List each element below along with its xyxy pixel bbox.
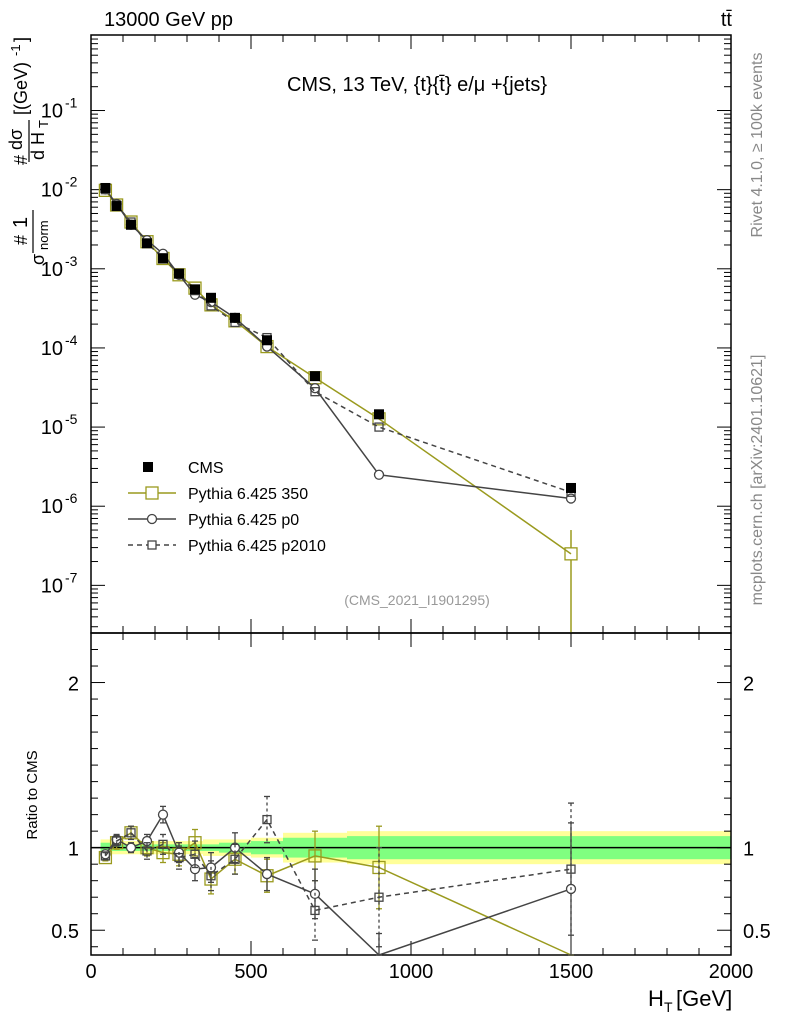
y-axis-label-units: [(GeV) [11, 62, 31, 115]
y-tick-label: 10 [41, 259, 63, 281]
x-tick-label: 1500 [549, 961, 594, 983]
x-tick-label: 2000 [709, 961, 754, 983]
ratio-tick-label: 1 [68, 839, 79, 861]
ratio-frame [90, 632, 732, 956]
energy-label: 13000 GeV pp [104, 9, 233, 31]
x-axis-label-unit: [GeV] [676, 986, 732, 1011]
y-tick-label: 10 [41, 496, 63, 518]
y-axis-label-sigma: σ [28, 254, 48, 265]
ratio-p2010-marker [262, 814, 272, 825]
ratio-p2010-marker [158, 839, 168, 850]
p0-marker [565, 493, 577, 504]
ratio-p2010-marker [174, 852, 184, 863]
legend-label: Pythia 6.425 p2010 [188, 538, 326, 555]
y-tick-label-exp: -7 [65, 569, 78, 585]
ratio-p2010-marker [230, 854, 240, 864]
cms-point [374, 409, 384, 420]
process-label: tt̄ [721, 9, 733, 31]
y-axis-label-norm: norm [36, 220, 51, 250]
y-tick-label-exp: -1 [65, 95, 78, 111]
y-tick-label: 10 [41, 417, 63, 439]
cms-point [310, 371, 320, 382]
p2010-marker [310, 387, 320, 397]
ratio-p2010-marker [190, 849, 200, 859]
ratio-p0-marker [125, 842, 137, 853]
y-axis-label-dsigma: dσ [6, 129, 26, 150]
rivet-label: Rivet 4.1.0, ≥ 100k events [749, 53, 766, 238]
ratio-p2010-marker [126, 828, 136, 838]
mcplots-label: mcplots.cern.ch [arXiv:2401.10621] [749, 355, 766, 606]
y-tick-label-exp: -5 [65, 411, 78, 427]
y-axis-label: # 1 σ norm # dσ d H T [(GeV) -1 ] [6, 37, 51, 265]
legend-square-marker [145, 486, 159, 500]
ratio-tick-label: 0.5 [51, 921, 79, 943]
ratio-tick-label: 2 [68, 674, 79, 696]
y-tick-label: 10 [41, 338, 63, 360]
cms-point [190, 284, 200, 295]
ratio-p0-marker [157, 809, 169, 820]
y-tick-label-exp: -6 [65, 490, 78, 506]
series-line-3 [104, 189, 572, 493]
cms-point [111, 201, 122, 212]
legend-label: CMS [188, 460, 224, 477]
y-axis-label-one: 1 [10, 217, 32, 228]
y-tick-label: 10 [41, 180, 63, 202]
ratio-panel: 0 500 1000 1500 2000 0.5 0.5 1 1 2 2 [51, 632, 771, 983]
y-tick-label: 10 [41, 575, 63, 597]
ratio-p2010-marker [206, 871, 216, 881]
cms-point [158, 253, 168, 264]
cms-point [126, 219, 136, 230]
y-axis-label-hash2: # [11, 155, 31, 165]
legend-p0-marker [146, 513, 158, 525]
y-tick-label-exp: -4 [65, 332, 78, 348]
ratio-p2010-marker [111, 836, 122, 846]
cms-point [262, 335, 272, 346]
cms-point [100, 182, 111, 193]
ratio-y-axis-label: Ratio to CMS [24, 750, 41, 839]
ratio-p2010-marker [142, 846, 152, 856]
cms-point [174, 268, 184, 279]
x-tick-label: 1000 [389, 961, 434, 983]
y-axis-label-dht: d H [28, 132, 48, 160]
ratio-p2010-marker [566, 864, 576, 874]
y-tick-label-exp: -2 [65, 174, 78, 190]
ratio-p350-marker [308, 849, 322, 863]
ratio-p2010-marker [100, 851, 111, 861]
legend-square-marker [147, 540, 157, 550]
y-axis-label-hash1: # [11, 235, 31, 245]
x-axis-label-t: T [664, 999, 673, 1015]
ratio-p0-marker [261, 868, 273, 880]
cms-point [566, 482, 576, 493]
y-axis-label-ht-sub: T [36, 120, 51, 128]
main-frame [90, 34, 732, 634]
ratio-tick-label-right: 2 [743, 674, 754, 696]
p2010-marker [374, 422, 384, 432]
ratio-tick-label-right: 1 [743, 839, 754, 861]
y-axis-label-exp: -1 [8, 44, 23, 56]
chart-title: CMS, 13 TeV, {t}{t̄} e/μ +{jets} [287, 74, 547, 96]
series-line-2 [104, 188, 572, 500]
y-tick-label-exp: -3 [65, 253, 78, 269]
ratio-p2010-marker [374, 892, 384, 902]
series-line-1 [104, 189, 572, 555]
legend-cms-marker [143, 462, 153, 472]
x-axis-label: H T [GeV] [648, 986, 732, 1015]
x-tick-label: 500 [234, 961, 267, 983]
legend-label: Pythia 6.425 p0 [188, 512, 299, 529]
analysis-tag: (CMS_2021_I1901295) [344, 592, 490, 608]
cms-point [206, 292, 216, 303]
p0-marker [373, 469, 385, 480]
x-tick-label: 0 [85, 961, 96, 983]
legend-label: Pythia 6.425 350 [188, 486, 308, 503]
ratio-tick-label-right: 0.5 [743, 921, 771, 943]
y-tick-label: 10 [41, 101, 63, 123]
y-axis-label-close: ] [11, 37, 31, 42]
cms-point [230, 312, 240, 323]
x-axis-label-h: H [648, 986, 664, 1011]
cms-point [142, 238, 152, 249]
ratio-p2010-marker [310, 905, 320, 916]
